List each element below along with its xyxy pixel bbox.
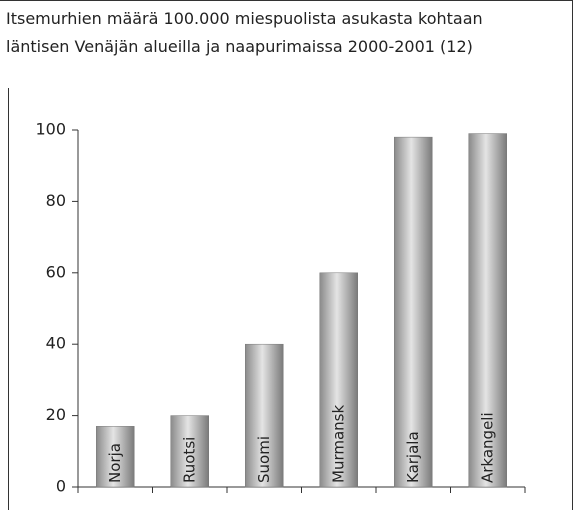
y-tick-label: 60 [46,262,66,281]
bar [96,426,135,488]
bar [468,133,507,488]
bar [170,415,209,488]
bar-label: Suomi [255,436,273,483]
chart-title: läntisen Venäjän alueilla ja naapurimais… [6,37,473,56]
y-tick-label: 20 [46,405,66,424]
y-tick-label: 80 [46,191,66,210]
bar-label: Norja [106,443,124,483]
bar-label: Arkangeli [478,412,496,483]
bar-label: Ruotsi [180,437,198,483]
y-tick-label: 40 [46,334,66,353]
chart-title: Itsemurhien määrä 100.000 miespuolista a… [6,9,483,28]
y-tick-label: 100 [35,120,66,139]
bar [319,272,358,488]
bar [245,343,284,488]
y-tick-label: 0 [56,477,66,496]
bar [394,136,433,488]
bar-label: Murmansk [329,405,347,483]
bar-label: Karjala [404,431,422,483]
